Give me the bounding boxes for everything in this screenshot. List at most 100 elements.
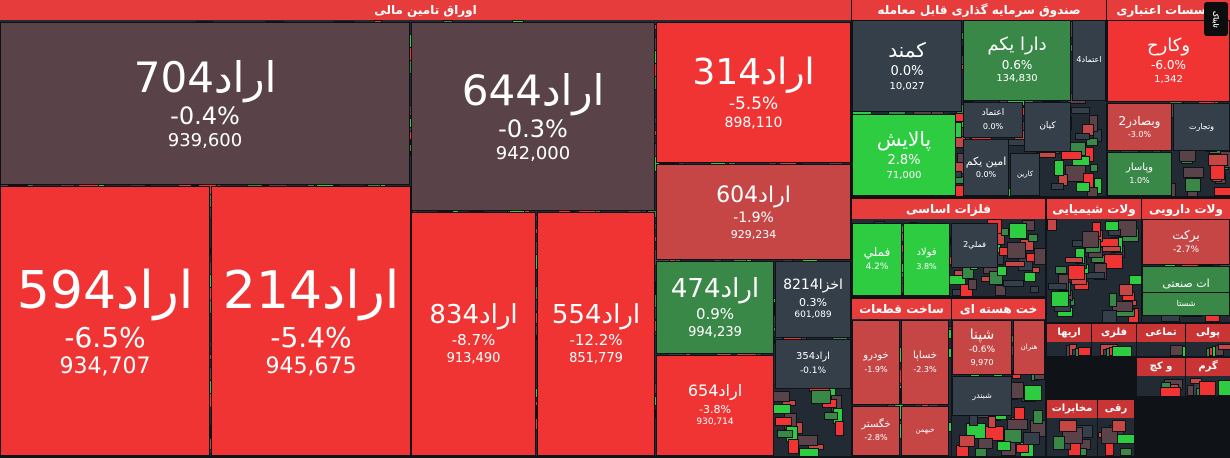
filler-tile [1119,284,1133,296]
cell-value: 898,110 [724,115,783,132]
sector-title[interactable]: ولات دارویی [1142,199,1230,219]
cell-change: -6.5% [64,320,146,354]
treemap-cell[interactable]: اراد474 0.9% 994,239 [656,261,774,354]
filler-tile [997,266,1007,276]
filler-tile [1054,160,1064,176]
cell-change: -2.3% [913,364,937,374]
treemap-cell[interactable]: پالایش 2.8% 71,000 [852,114,956,196]
filler-tile [1016,444,1029,453]
cell-name: برکت [1172,227,1200,242]
filler-tile [1051,183,1064,190]
treemap-cell[interactable]: اراد834 -8.7% 913,490 [411,212,536,456]
cell-name: وپاسار [1126,161,1153,173]
treemap-cell[interactable]: اراد314 -5.5% 898,110 [656,22,851,163]
treemap-cell[interactable]: اراد644 -0.3% 942,000 [411,22,655,211]
treemap-cell[interactable]: شپنا -0.6% 9,970 [952,320,1012,375]
sector-title[interactable]: فلزات اساسی [852,199,1045,219]
treemap-cell[interactable]: هنران [1013,320,1045,375]
treemap-cell[interactable]: شستا [1142,292,1230,316]
cell-change: -0.1% [799,365,827,376]
treemap-cell[interactable]: اراد594 -6.5% 934,707 [0,186,210,456]
filler-tile [824,412,838,420]
sector-title[interactable]: گرم [1186,358,1230,376]
cell-value: 939,600 [167,130,243,152]
treemap-cell[interactable]: وتجارت [1173,103,1230,151]
cell-name: فولاد [916,247,937,259]
filler-tile [1183,167,1204,178]
treemap-cell[interactable]: وپاسار 1.0% [1107,152,1172,196]
sector-title[interactable]: صندوق سرمایه گذاری قابل معامله [852,0,1106,20]
treemap-cell[interactable]: خودرو -1.9% [852,320,900,405]
sector-title[interactable]: تماعی [1137,324,1185,342]
filler-tile [1102,310,1117,322]
filler-tile [1047,219,1057,231]
treemap-cell[interactable]: اراد704 -0.4% 939,600 [0,22,410,185]
treemap-cell[interactable]: اخزا8214 0.3% 601,089 [775,261,851,338]
cell-name: دارا یکم [987,34,1047,55]
sector-title[interactable]: پولی [1186,324,1230,342]
sector-title[interactable]: ساخت قطعات [852,299,951,319]
treemap-cell[interactable]: اراد354 -0.1% [775,339,851,389]
filler-tile [1218,344,1230,350]
cell-name: اراد554 [551,300,641,331]
filler-tile [1024,385,1042,401]
treemap-cell[interactable]: اعتماد4 [1072,20,1106,101]
filler-tile [788,439,799,454]
cell-value: 134,830 [996,73,1038,85]
filler-tile [1170,345,1183,356]
filler-tile [1210,165,1225,180]
sector-title[interactable]: اریها [1047,324,1091,342]
cell-name: اعتماد4 [1076,55,1102,65]
cell-name: کیان [1039,121,1056,132]
sector-title[interactable]: فلزی [1092,324,1136,342]
cell-value: 934,707 [59,353,151,379]
cell-name: وکارح [1146,34,1191,56]
treemap-cell[interactable]: کارین [1010,153,1040,196]
treemap-cell[interactable]: اراد654 -3.8% 930,714 [656,355,774,456]
sector-title[interactable]: رقی [1098,400,1134,418]
filler-tile [1024,272,1036,282]
filler-tile [1068,265,1085,280]
sector-title[interactable]: خت هسته ای [952,299,1045,319]
treemap-cell[interactable]: اراد214 -5.4% 945,675 [211,186,411,456]
treemap-cell[interactable]: امین یکم 0.0% [963,139,1009,196]
cell-name: شستا [1176,298,1196,308]
filler-tile [777,430,793,438]
sector-title[interactable]: مخابرات [1047,400,1097,418]
treemap-cell[interactable]: خساپا -2.3% [901,320,949,405]
cell-change: -5.4% [270,320,352,354]
treemap-cell[interactable]: فملي2 [951,223,998,268]
sector-title[interactable]: اوراق تامین مالی [0,0,851,20]
filler-tile [1112,346,1132,356]
cell-name: اراد474 [670,273,760,304]
filler-tile [1116,434,1134,444]
cell-change: -3.0% [1127,130,1152,140]
treemap-cell[interactable]: وبصادر2 -3.0% [1107,103,1172,151]
cell-name: خودرو [863,350,889,362]
treemap-cell[interactable]: اعتماد 0.0% [963,102,1023,138]
sector-title[interactable]: و کچ [1137,358,1185,376]
treemap-cell[interactable]: اراد604 -1.9% 929,234 [656,164,851,260]
treemap-cell[interactable]: دارا یکم 0.6% 134,830 [963,20,1071,101]
treemap-cell[interactable]: فملي 4.2% [852,223,902,296]
cell-change: 1.0% [1129,176,1150,186]
treemap-cell[interactable]: اراد554 -12.2% 851,779 [537,212,655,456]
treemap-cell[interactable]: کیان [1024,102,1071,152]
cell-change: -6.0% [1151,58,1186,73]
filler-tile [1048,283,1067,290]
cell-change: 0.0% [890,63,924,79]
treemap-cell[interactable]: خبهمن [901,406,949,456]
cell-change: 2.8% [887,152,921,168]
sector-14: مخابرات [1047,400,1097,456]
filler-tile [1028,234,1038,242]
treemap-cell[interactable]: کمند 0.0% 10,027 [852,20,962,112]
treemap-cell[interactable]: شبندر [952,376,1012,416]
treemap-cell[interactable]: برکت -2.7% [1142,219,1230,265]
sector-title[interactable]: ولات شیمیایی [1047,199,1141,219]
treemap-cell[interactable]: خگستر -2.8% [852,406,900,456]
treemap-cell[interactable]: فولاد 3.8% [903,223,950,296]
filler-tile [1208,154,1228,166]
cell-change: -3.8% [699,402,731,416]
cell-value: 929,234 [730,227,777,241]
